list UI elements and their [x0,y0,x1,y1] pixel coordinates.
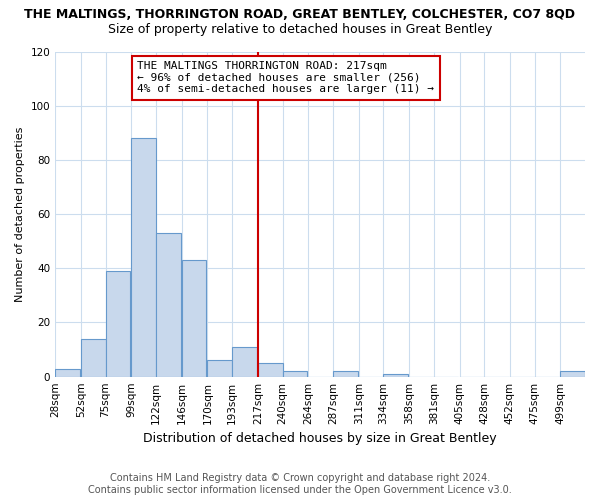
Text: THE MALTINGS THORRINGTON ROAD: 217sqm
← 96% of detached houses are smaller (256): THE MALTINGS THORRINGTON ROAD: 217sqm ← … [137,62,434,94]
Bar [182,260,206,376]
X-axis label: Distribution of detached houses by size in Great Bentley: Distribution of detached houses by size … [143,432,497,445]
Bar [333,372,358,376]
Bar [560,372,585,376]
Bar [81,338,106,376]
Text: THE MALTINGS, THORRINGTON ROAD, GREAT BENTLEY, COLCHESTER, CO7 8QD: THE MALTINGS, THORRINGTON ROAD, GREAT BE… [25,8,575,20]
Text: Contains HM Land Registry data © Crown copyright and database right 2024.
Contai: Contains HM Land Registry data © Crown c… [88,474,512,495]
Bar [106,271,130,376]
Bar [258,363,283,376]
Bar [131,138,156,376]
Bar [283,372,307,376]
Bar [208,360,232,376]
Bar [232,347,257,376]
Bar [383,374,408,376]
Text: Size of property relative to detached houses in Great Bentley: Size of property relative to detached ho… [108,22,492,36]
Bar [55,368,80,376]
Y-axis label: Number of detached properties: Number of detached properties [15,126,25,302]
Bar [156,233,181,376]
